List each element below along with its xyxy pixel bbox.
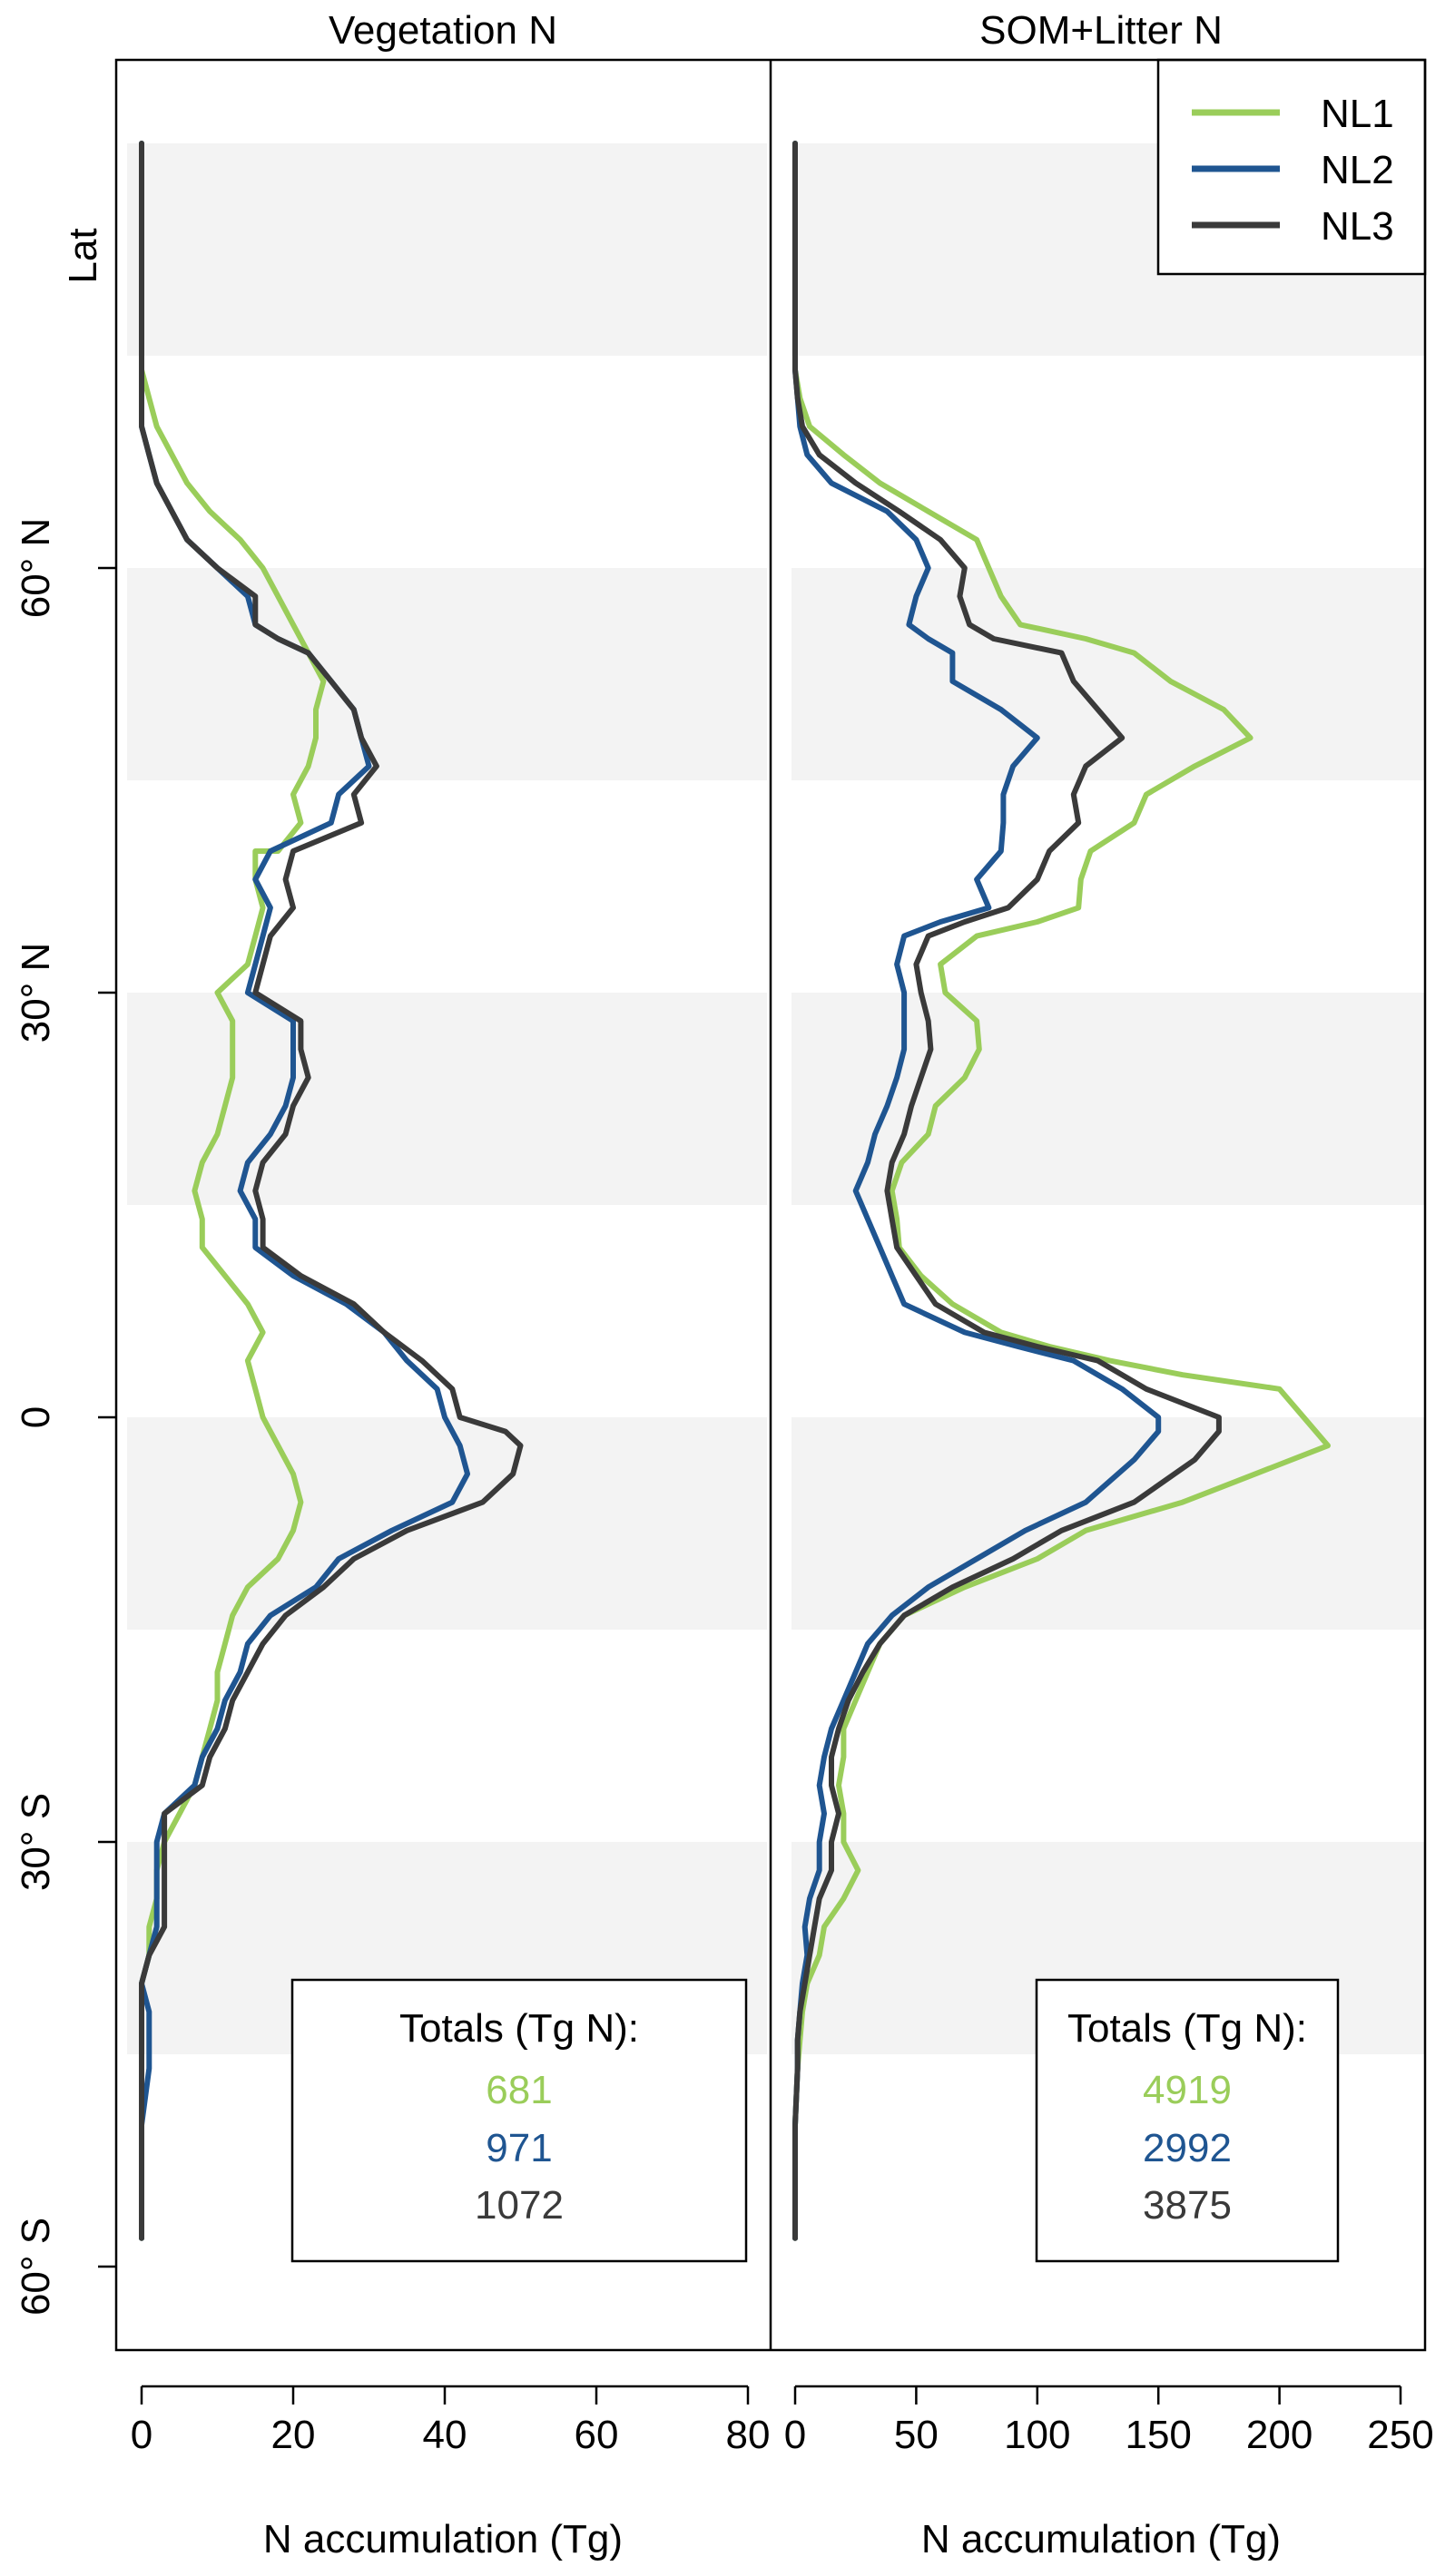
x-tick-label: 100: [1004, 2413, 1070, 2457]
x-tick-label: 250: [1367, 2413, 1433, 2457]
vegetation-total-nl3: 1072: [475, 2183, 564, 2228]
series-line-nl1: [792, 141, 1331, 2241]
y-tick-label: 30° N: [14, 943, 58, 1043]
vegetation-total-nl2: 971: [486, 2126, 552, 2170]
x-tick-label: 40: [423, 2413, 467, 2457]
vegetation-panel-title: Vegetation N: [329, 8, 557, 53]
y-tick-label: 60° S: [14, 2218, 58, 2316]
series-line-nl3: [792, 141, 1222, 2241]
plot-frame: [114, 58, 1427, 2352]
som-panel-title: SOM+Litter N: [979, 8, 1223, 53]
som-x-axis: 0 50 100 150 200 250: [784, 2385, 1434, 2457]
panel-som-litter: SOM+Litter N 0 50 100 150 200 250 N accumulat…: [784, 8, 1434, 2561]
series-line-nl3: [139, 141, 524, 2241]
series-line-nl2: [792, 141, 1162, 2241]
x-tick-label: 200: [1246, 2413, 1312, 2457]
som-totals-box: Totals (Tg N): 4919 2992 3875: [1035, 1978, 1340, 2263]
y-tick-label: 30° S: [14, 1793, 58, 1891]
x-tick-label: 60: [575, 2413, 619, 2457]
series-line-nl1: [139, 141, 327, 2241]
som-x-axis-label: N accumulation (Tg): [921, 2517, 1281, 2561]
vegetation-x-axis-label: N accumulation (Tg): [263, 2517, 623, 2561]
shaded-band: [791, 568, 1425, 780]
x-tick-label: 150: [1125, 2413, 1191, 2457]
shaded-band: [791, 993, 1425, 1205]
x-tick-label: 0: [131, 2413, 152, 2457]
shaded-band: [127, 1417, 767, 1630]
vegetation-totals-title: Totals (Tg N):: [399, 2006, 639, 2051]
vegetation-total-nl1: 681: [486, 2068, 552, 2112]
vegetation-shaded-bands: [127, 143, 767, 2054]
som-total-nl1: 4919: [1143, 2068, 1232, 2112]
y-axis: 60° N 30° N 0 30° S 60° S: [14, 518, 116, 2316]
legend-label-nl2: NL2: [1321, 148, 1394, 192]
shaded-band: [127, 143, 767, 356]
shaded-band: [127, 993, 767, 1205]
x-tick-label: 80: [726, 2413, 771, 2457]
som-total-nl2: 2992: [1143, 2126, 1232, 2170]
x-tick-label: 50: [894, 2413, 939, 2457]
vegetation-totals-box: Totals (Tg N): 681 971 1072: [290, 1978, 748, 2263]
som-totals-title: Totals (Tg N):: [1067, 2006, 1307, 2051]
vegetation-lines: [139, 141, 524, 2241]
legend-label-nl1: NL1: [1321, 92, 1394, 136]
legend: NL1 NL2 NL3: [1156, 58, 1427, 276]
y-tick-label: 0: [14, 1406, 58, 1428]
som-lines: [792, 141, 1331, 2241]
som-total-nl3: 3875: [1143, 2183, 1232, 2228]
y-tick-label: 60° N: [14, 518, 58, 619]
y-axis-label: Lat: [61, 228, 105, 283]
x-tick-label: 0: [784, 2413, 806, 2457]
shaded-band: [127, 568, 767, 780]
panel-vegetation: Vegetation N 0 20 40 60 80 N accumulation (T…: [127, 8, 770, 2561]
x-tick-label: 20: [271, 2413, 316, 2457]
legend-label-nl3: NL3: [1321, 204, 1394, 249]
vegetation-x-axis: 0 20 40 60 80: [131, 2385, 771, 2457]
